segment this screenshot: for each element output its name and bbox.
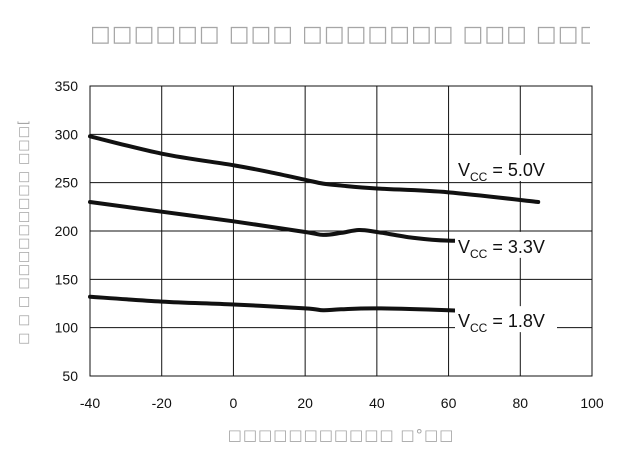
y-tick-label: 250 xyxy=(55,175,79,191)
series-label-bg xyxy=(455,306,557,333)
y-tick-label: 200 xyxy=(55,223,79,239)
y-tick-label: 150 xyxy=(55,271,79,287)
series-label-bg xyxy=(455,155,557,181)
x-tick-label: 20 xyxy=(297,395,313,411)
series-line-1 xyxy=(88,134,541,204)
series-label-layer: VCC = 5.0V VCC = 3.3V VCC = 1.8V xyxy=(455,155,557,335)
series-label-3: VCC = 1.8V xyxy=(458,311,545,335)
series-layer xyxy=(88,134,541,317)
plot-frame xyxy=(89,85,593,377)
chart-title: □□□□□□ □□□ □□□□□□□ □□□ □□□□ xyxy=(90,22,590,47)
series-label-2: VCC = 3.3V xyxy=(458,237,545,261)
y-tick-label: 300 xyxy=(55,126,79,142)
y-tick-label: 350 xyxy=(55,78,79,94)
x-tick-label: 100 xyxy=(580,395,604,411)
x-tick-label: 0 xyxy=(230,395,238,411)
y-tick-label: 50 xyxy=(62,368,78,384)
series-line-2 xyxy=(88,200,541,243)
x-tick-label: -20 xyxy=(152,395,172,411)
x-tick-label: 60 xyxy=(441,395,457,411)
x-axis-label: □□□□□□□□□□□ □°□□ xyxy=(227,426,455,444)
tick-layer: -40 -20 0 20 40 60 80 100 50 100 150 200 250 300 350 xyxy=(55,78,604,411)
series-label-1: VCC = 5.0V xyxy=(458,160,545,184)
series-label-bg xyxy=(455,231,557,258)
x-tick-label: 40 xyxy=(369,395,385,411)
y-tick-label: 100 xyxy=(55,320,79,336)
x-tick-label: -40 xyxy=(80,395,100,411)
series-line-3 xyxy=(88,294,541,317)
x-tick-label: 80 xyxy=(512,395,528,411)
